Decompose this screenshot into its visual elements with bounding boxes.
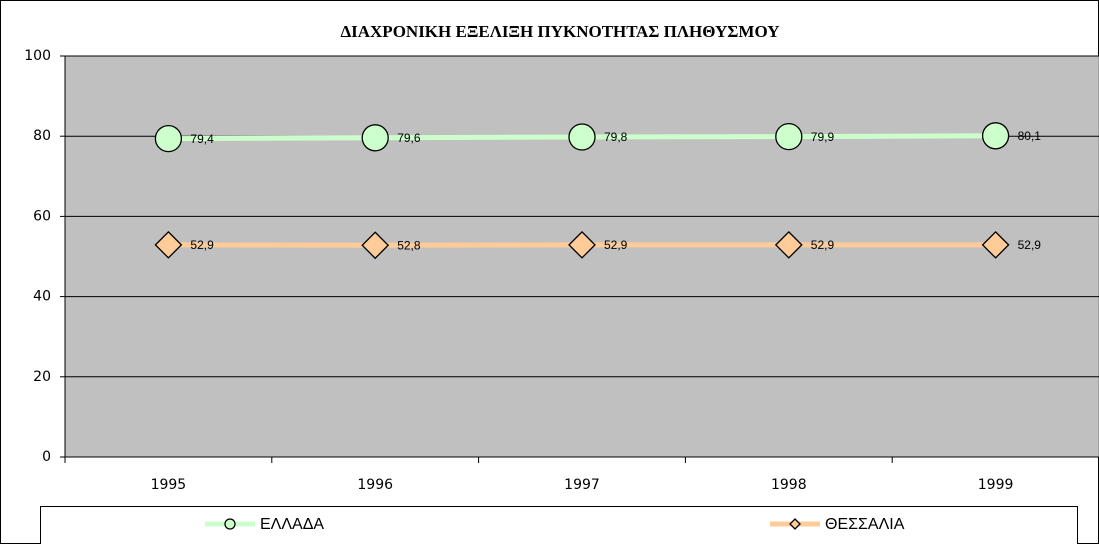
marker [154,230,183,259]
value-label: 52,9 [1018,238,1042,252]
y-tick-label: 0 [42,449,51,465]
value-label: 52,9 [604,238,628,252]
chart-title: ΔΙΑΧΡΟΝΙΚΗ ΕΞΕΛΙΞΗ ΠΥΚΝΟΤΗΤΑΣ ΠΛΗΘΥΣΜΟΥ [340,22,779,41]
marker [981,230,1010,259]
marker [568,123,596,151]
marker [361,124,389,152]
y-tick-label: 100 [24,48,51,64]
x-tick-label: 1996 [357,477,393,493]
marker [981,122,1010,150]
x-tick-label: 1997 [564,477,600,493]
marker [224,518,236,530]
x-tick-label: 1999 [978,477,1014,493]
value-label: 52,9 [811,238,835,252]
marker [154,124,183,153]
marker [775,122,803,151]
y-tick-label: 60 [33,208,51,224]
marker [568,230,596,259]
marker [361,231,390,260]
value-label: 79,9 [811,130,835,144]
x-tick-label: 1995 [151,477,187,493]
value-label: 80,1 [1018,129,1042,143]
y-tick-label: 20 [33,369,51,385]
y-tick-label: 40 [33,289,51,305]
value-label: 79,8 [604,130,628,144]
value-label: 52,8 [397,238,421,252]
legend-label: ΘΕΣΣΑΛΙΑ [825,516,905,533]
legend-label: ΕΛΛΑΔΑ [260,516,324,533]
value-label: 52,9 [190,238,214,252]
legend [40,506,1078,544]
y-tick-label: 80 [33,128,51,144]
value-label: 79,4 [190,132,214,146]
marker [774,230,803,259]
value-label: 79,6 [397,131,421,145]
marker [789,518,801,530]
x-tick-label: 1998 [771,477,807,493]
